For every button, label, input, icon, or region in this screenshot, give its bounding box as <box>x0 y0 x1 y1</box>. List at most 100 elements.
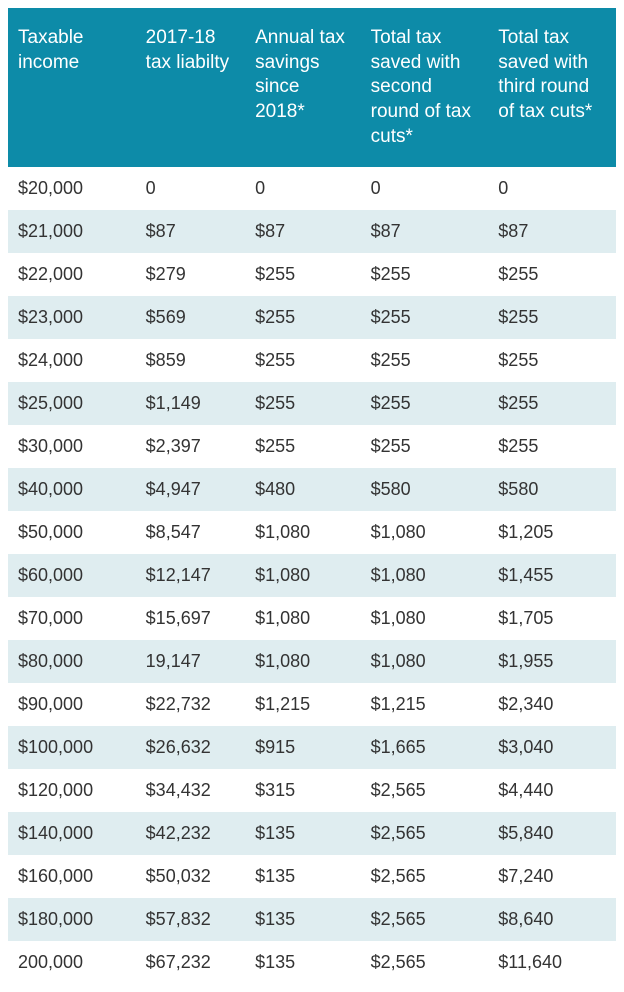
table-cell: $180,000 <box>8 898 136 941</box>
table-cell: $135 <box>245 855 361 898</box>
table-cell: $1,215 <box>361 683 489 726</box>
table-cell: $255 <box>361 339 489 382</box>
table-cell: $50,032 <box>136 855 245 898</box>
table-cell: $12,147 <box>136 554 245 597</box>
table-cell: $1,080 <box>245 554 361 597</box>
table-row: $20,0000000 <box>8 167 616 210</box>
table-cell: $25,000 <box>8 382 136 425</box>
table-cell: $100,000 <box>8 726 136 769</box>
table-cell: $255 <box>245 296 361 339</box>
table-cell: $7,240 <box>488 855 616 898</box>
table-cell: $569 <box>136 296 245 339</box>
col-header-annual-savings: Annual tax savings since 2018* <box>245 8 361 167</box>
table-cell: $2,397 <box>136 425 245 468</box>
table-cell: $4,440 <box>488 769 616 812</box>
table-cell: $255 <box>488 382 616 425</box>
table-cell: $2,565 <box>361 898 489 941</box>
tax-savings-table: Taxable income 2017-18 tax liabilty Annu… <box>8 8 616 984</box>
table-cell: $40,000 <box>8 468 136 511</box>
table-cell: $67,232 <box>136 941 245 984</box>
table-cell: $26,632 <box>136 726 245 769</box>
table-cell: $1,955 <box>488 640 616 683</box>
table-row: $90,000$22,732$1,215$1,215$2,340 <box>8 683 616 726</box>
table-cell: $1,080 <box>361 511 489 554</box>
table-row: $140,000$42,232$135$2,565$5,840 <box>8 812 616 855</box>
table-cell: $50,000 <box>8 511 136 554</box>
table-cell: $87 <box>488 210 616 253</box>
table-cell: $22,000 <box>8 253 136 296</box>
table-cell: $24,000 <box>8 339 136 382</box>
table-row: $100,000$26,632$915$1,665$3,040 <box>8 726 616 769</box>
table-cell: 0 <box>136 167 245 210</box>
table-cell: $255 <box>361 382 489 425</box>
table-cell: $255 <box>488 296 616 339</box>
table-cell: $255 <box>488 425 616 468</box>
table-row: $25,000$1,149$255$255$255 <box>8 382 616 425</box>
table-cell: $255 <box>488 253 616 296</box>
table-cell: $2,340 <box>488 683 616 726</box>
table-row: $40,000$4,947$480$580$580 <box>8 468 616 511</box>
table-cell: $1,149 <box>136 382 245 425</box>
table-cell: $255 <box>361 296 489 339</box>
table-cell: 0 <box>488 167 616 210</box>
table-cell: $2,565 <box>361 812 489 855</box>
table-row: 200,000$67,232$135$2,565$11,640 <box>8 941 616 984</box>
table-cell: $87 <box>361 210 489 253</box>
table-cell: $135 <box>245 941 361 984</box>
table-row: $21,000$87$87$87$87 <box>8 210 616 253</box>
table-cell: $87 <box>136 210 245 253</box>
table-cell: $8,640 <box>488 898 616 941</box>
table-cell: $1,080 <box>245 597 361 640</box>
col-header-third-round: Total tax saved with third round of tax … <box>488 8 616 167</box>
table-cell: $60,000 <box>8 554 136 597</box>
table-cell: $80,000 <box>8 640 136 683</box>
col-header-second-round: Total tax saved with second round of tax… <box>361 8 489 167</box>
table-cell: $255 <box>245 339 361 382</box>
table-cell: $1,080 <box>361 640 489 683</box>
table-cell: $1,705 <box>488 597 616 640</box>
table-cell: 200,000 <box>8 941 136 984</box>
table-cell: $255 <box>245 253 361 296</box>
table-row: $120,000$34,432$315$2,565$4,440 <box>8 769 616 812</box>
table-cell: $23,000 <box>8 296 136 339</box>
table-cell: $135 <box>245 812 361 855</box>
table-cell: $1,455 <box>488 554 616 597</box>
table-header: Taxable income 2017-18 tax liabilty Annu… <box>8 8 616 167</box>
table-cell: $8,547 <box>136 511 245 554</box>
table-cell: $87 <box>245 210 361 253</box>
table-row: $24,000$859$255$255$255 <box>8 339 616 382</box>
table-cell: $4,947 <box>136 468 245 511</box>
col-header-income: Taxable income <box>8 8 136 167</box>
table-cell: $1,215 <box>245 683 361 726</box>
table-row: $30,000$2,397$255$255$255 <box>8 425 616 468</box>
table-cell: $1,080 <box>361 597 489 640</box>
table-row: $23,000$569$255$255$255 <box>8 296 616 339</box>
table-body: $20,0000000$21,000$87$87$87$87$22,000$27… <box>8 167 616 984</box>
table-cell: $30,000 <box>8 425 136 468</box>
col-header-liability: 2017-18 tax liabilty <box>136 8 245 167</box>
table-cell: $2,565 <box>361 855 489 898</box>
header-row: Taxable income 2017-18 tax liabilty Annu… <box>8 8 616 167</box>
table-cell: $140,000 <box>8 812 136 855</box>
table-row: $160,000$50,032$135$2,565$7,240 <box>8 855 616 898</box>
table-cell: $15,697 <box>136 597 245 640</box>
table-cell: $21,000 <box>8 210 136 253</box>
table-cell: $3,040 <box>488 726 616 769</box>
table-cell: $70,000 <box>8 597 136 640</box>
table-cell: $1,080 <box>245 640 361 683</box>
table-cell: $2,565 <box>361 769 489 812</box>
table-cell: $42,232 <box>136 812 245 855</box>
table-cell: $915 <box>245 726 361 769</box>
table-row: $180,000$57,832$135$2,565$8,640 <box>8 898 616 941</box>
table-row: $50,000$8,547$1,080$1,080$1,205 <box>8 511 616 554</box>
table-cell: $580 <box>361 468 489 511</box>
table-cell: $2,565 <box>361 941 489 984</box>
table-cell: $255 <box>245 425 361 468</box>
table-cell: $315 <box>245 769 361 812</box>
table-cell: $160,000 <box>8 855 136 898</box>
table-cell: $1,205 <box>488 511 616 554</box>
table-cell: $1,080 <box>361 554 489 597</box>
table-cell: $255 <box>245 382 361 425</box>
table-cell: $90,000 <box>8 683 136 726</box>
table-cell: $279 <box>136 253 245 296</box>
